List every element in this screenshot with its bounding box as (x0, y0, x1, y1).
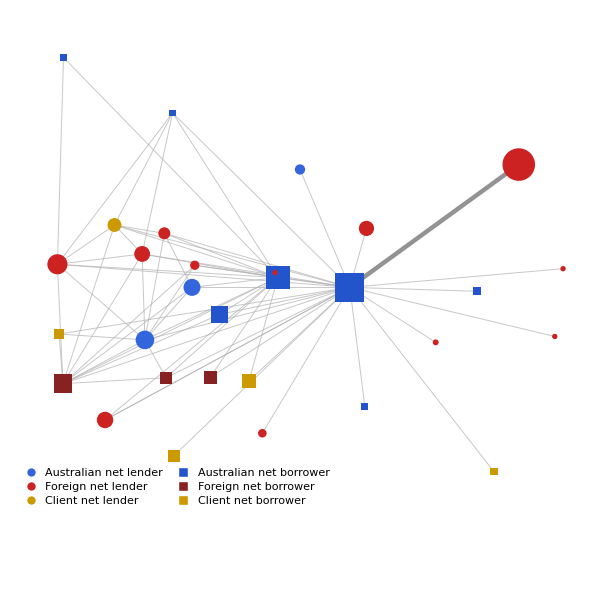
Point (205, 372, 215, 382)
Point (137, 249, 147, 259)
Point (558, 264, 568, 274)
Point (54, 329, 64, 339)
Point (140, 335, 150, 345)
Point (489, 467, 499, 476)
Point (110, 220, 119, 230)
Point (550, 332, 560, 341)
Point (514, 160, 524, 169)
Point (273, 273, 283, 282)
Point (58, 379, 68, 389)
Point (360, 402, 370, 411)
Point (169, 451, 179, 460)
Point (190, 260, 200, 270)
Point (295, 165, 305, 174)
Point (100, 415, 110, 425)
Point (59, 53, 68, 63)
Point (187, 282, 197, 292)
Point (244, 376, 254, 386)
Point (161, 373, 171, 383)
Point (362, 223, 371, 233)
Point (472, 286, 482, 296)
Point (257, 429, 267, 438)
Point (215, 309, 224, 319)
Point (431, 338, 440, 348)
Point (270, 268, 280, 278)
Point (345, 282, 355, 292)
Point (53, 259, 62, 269)
Point (168, 108, 178, 118)
Point (160, 228, 169, 238)
Legend: Australian net lender, Foreign net lender, Client net lender, Australian net bor: Australian net lender, Foreign net lende… (17, 465, 332, 508)
